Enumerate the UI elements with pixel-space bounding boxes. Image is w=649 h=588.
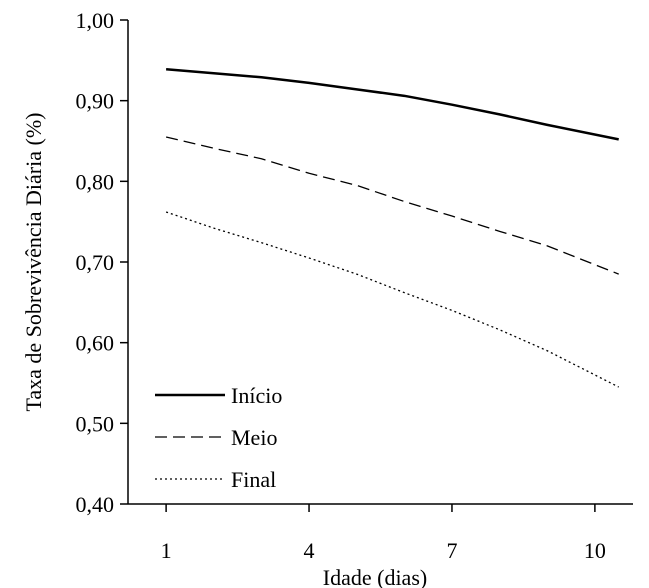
y-tick-label: 0,90: [76, 89, 115, 114]
y-tick-label: 0,40: [76, 492, 115, 517]
legend-label: Final: [231, 467, 276, 492]
series-line-dotted: [165, 211, 620, 388]
series-line-dashed: [165, 136, 619, 275]
y-tick-label: 0,80: [76, 169, 115, 194]
x-tick-label: 1: [161, 538, 172, 563]
x-ticks: 1 4 7 10: [161, 504, 606, 563]
y-ticks: 0,40 0,50 0,60 0,70 0,80 0,90 1,00: [76, 8, 128, 517]
legend: Início Meio Final: [155, 383, 282, 492]
y-axis-title: Taxa de Sobrevivência Diária (%): [21, 113, 46, 412]
legend-label: Meio: [231, 425, 277, 450]
y-tick-label: 1,00: [76, 8, 115, 33]
y-tick-label: 0,70: [76, 250, 115, 275]
x-axis-title: Idade (dias): [323, 565, 427, 588]
series-group: [165, 67, 620, 388]
series-line-solid: [166, 67, 619, 141]
y-tick-label: 0,50: [76, 411, 115, 436]
x-tick-label: 10: [584, 538, 606, 563]
x-tick-label: 4: [304, 538, 315, 563]
x-tick-label: 7: [446, 538, 457, 563]
legend-label: Início: [231, 383, 282, 408]
y-tick-label: 0,60: [76, 331, 115, 356]
